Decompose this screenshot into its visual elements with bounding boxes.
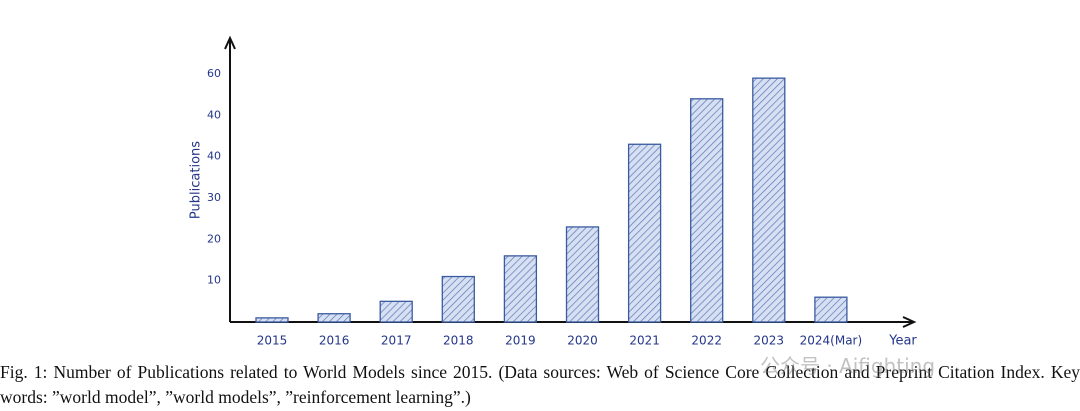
y-tick-label: 30	[207, 191, 221, 204]
bar	[379, 300, 413, 323]
y-tick-label: 20	[207, 232, 221, 245]
x-tick-label: 2019	[505, 334, 536, 348]
x-tick-label: 2021	[629, 334, 660, 348]
x-tick-label: 2015	[257, 334, 288, 348]
x-arrow	[902, 316, 917, 328]
watermark: 公众号 · Aifighting	[760, 354, 936, 378]
y-tick-label: 40	[207, 108, 221, 121]
y-tick-label: 40	[207, 150, 221, 163]
bar	[255, 317, 289, 323]
bar	[690, 98, 724, 323]
x-tick-label: 2017	[381, 334, 412, 348]
bar	[752, 77, 786, 323]
x-tick-label: 2023	[754, 334, 785, 348]
x-tick-label: 2020	[567, 334, 598, 348]
bar	[317, 313, 351, 323]
x-tick-label: 2016	[319, 334, 350, 348]
x-tick-label: 2022	[691, 334, 722, 348]
y-tick-label: 10	[207, 274, 221, 287]
y-tick-label: 60	[207, 67, 221, 80]
bar	[627, 143, 662, 323]
y-axis-label: Publications	[189, 141, 204, 219]
x-tick-label: 2024(Mar)	[800, 334, 863, 348]
x-tick-label: 2018	[443, 334, 474, 348]
y-arrow	[224, 35, 236, 50]
caption: Fig. 1: Number of Publications related t…	[0, 362, 1080, 407]
bar	[565, 226, 600, 323]
x-axis-label: Year	[888, 334, 917, 349]
bar	[503, 255, 538, 323]
bar	[814, 296, 848, 323]
bar	[441, 275, 475, 323]
